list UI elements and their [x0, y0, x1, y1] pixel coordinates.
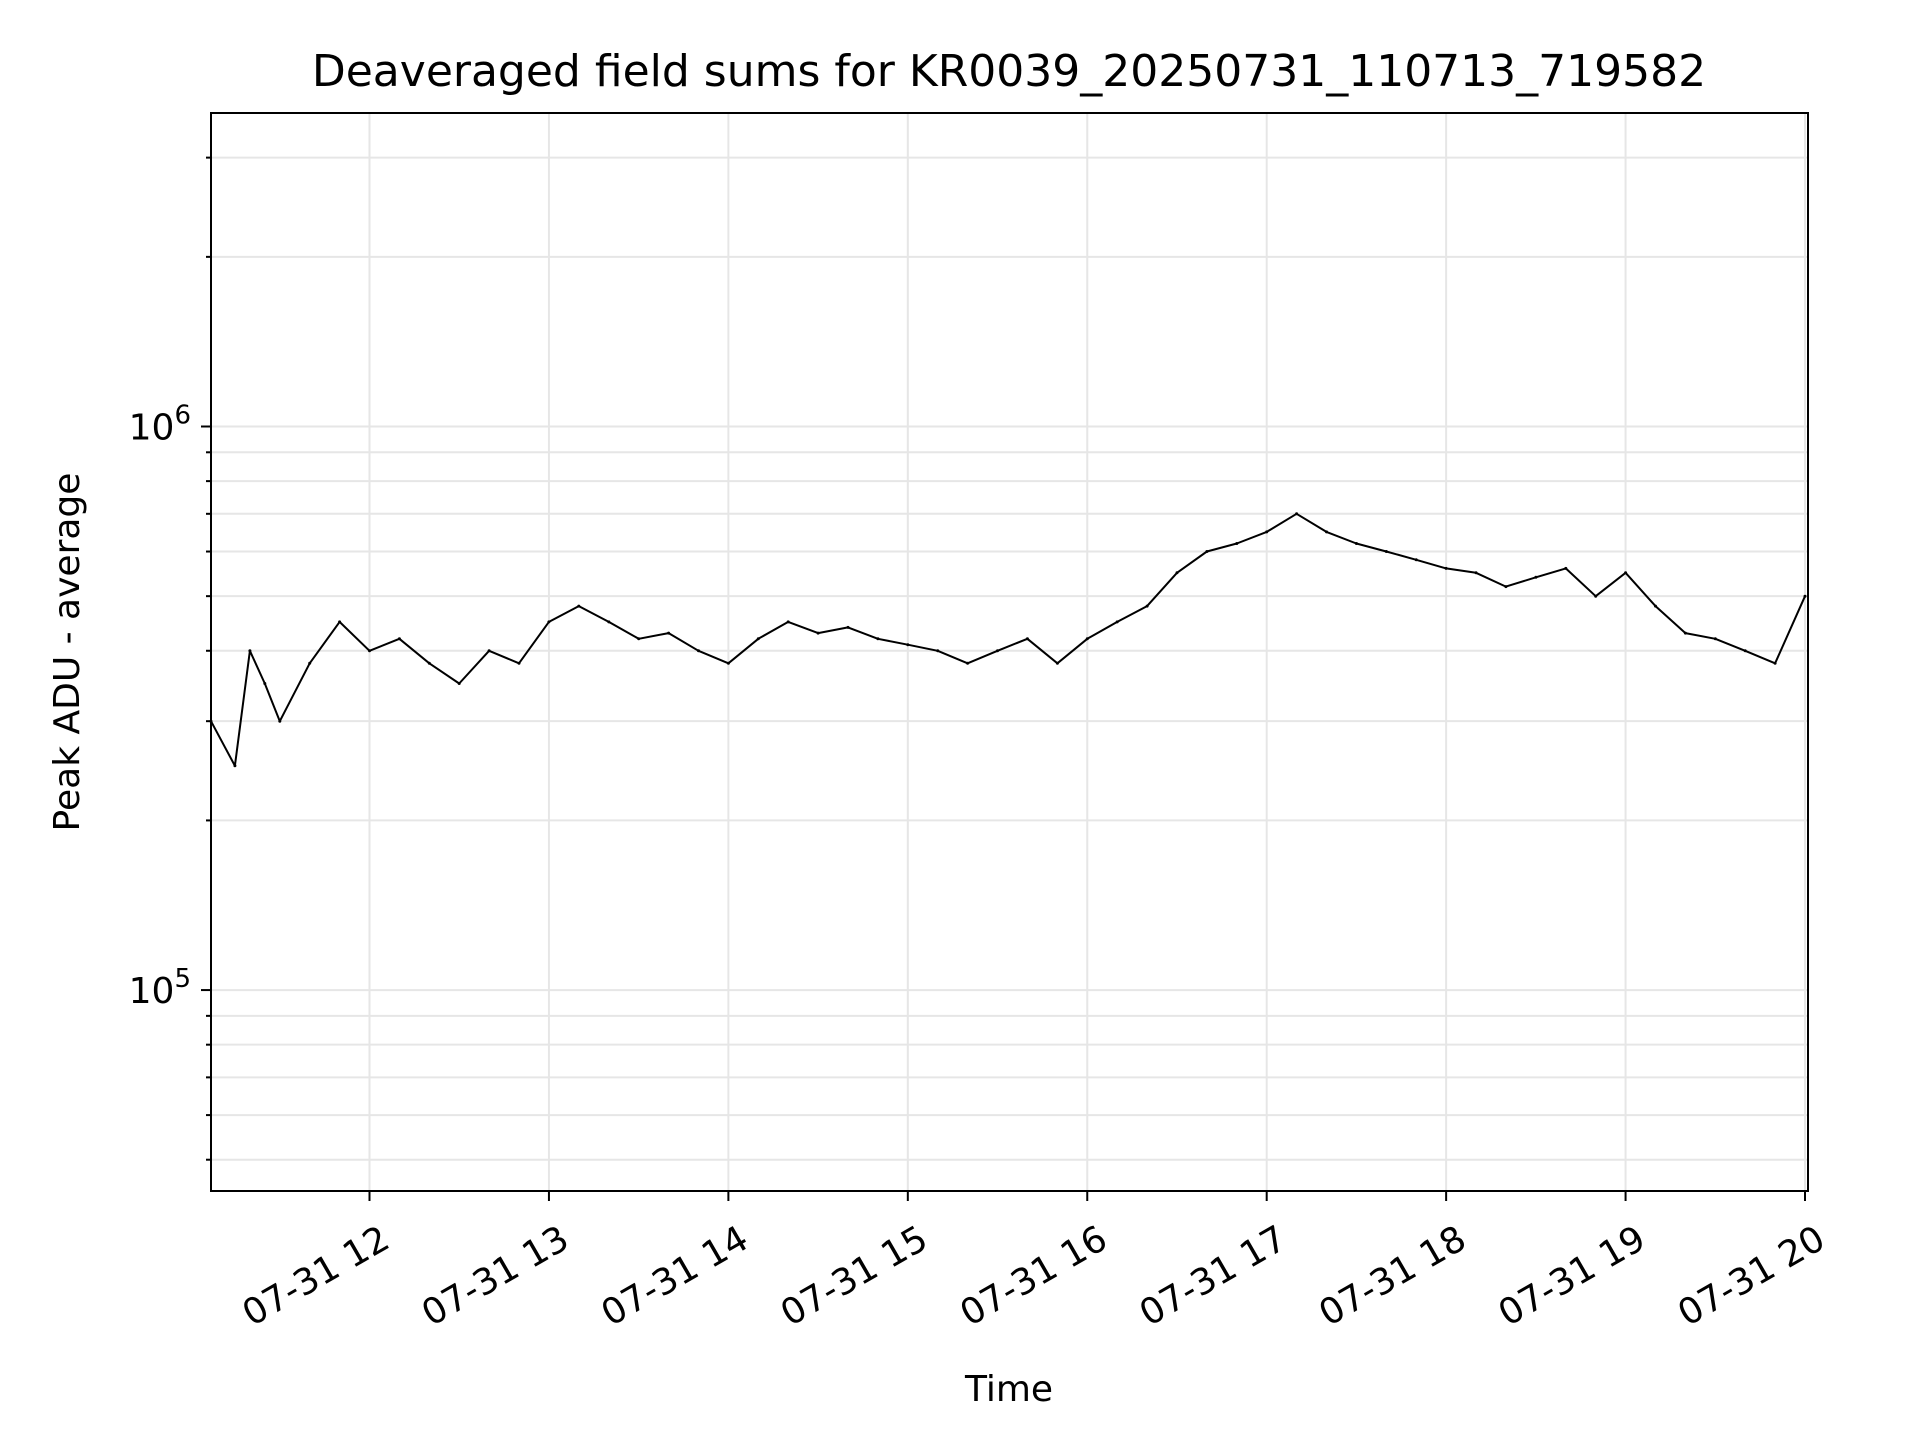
data-point — [1384, 550, 1388, 553]
data-point — [697, 649, 700, 653]
data-point — [233, 764, 237, 768]
data-point — [726, 661, 730, 665]
y-tick-label: 105 — [129, 964, 191, 1012]
data-point — [966, 661, 970, 665]
data-point — [1474, 571, 1478, 575]
data-point — [1295, 512, 1299, 516]
data-point — [278, 719, 282, 723]
data-point — [338, 620, 342, 624]
data-point — [936, 649, 940, 653]
y-tick-label: 106 — [129, 401, 191, 449]
y-axis: 105 106 — [129, 156, 211, 1161]
data-point — [308, 661, 312, 665]
data-point — [1205, 550, 1209, 553]
data-point — [1414, 558, 1418, 562]
data-point — [1085, 637, 1089, 641]
data-point — [1594, 594, 1598, 598]
series-line — [210, 512, 1806, 767]
plot-frame — [210, 112, 1809, 1192]
data-point — [1265, 530, 1269, 534]
data-point — [248, 649, 252, 653]
data-point — [427, 661, 431, 665]
data-point — [1683, 631, 1687, 635]
data-point — [1444, 566, 1448, 570]
data-point — [1504, 585, 1508, 589]
data-point — [667, 631, 671, 635]
data-point — [577, 604, 581, 608]
data-point — [786, 620, 790, 624]
data-point — [547, 620, 551, 624]
data-point — [1654, 604, 1657, 608]
series-group — [209, 512, 1807, 768]
data-point — [607, 620, 611, 624]
data-point — [1325, 530, 1328, 534]
data-point — [1803, 594, 1807, 598]
data-point — [1025, 637, 1029, 641]
data-point — [1235, 542, 1239, 545]
data-point — [1773, 661, 1777, 665]
data-point — [1175, 571, 1179, 575]
data-point — [487, 649, 491, 653]
data-point — [996, 649, 999, 653]
data-point — [457, 682, 461, 685]
y-axis-label: Peak ADU - average — [47, 473, 88, 832]
data-point — [1115, 620, 1119, 624]
data-point — [637, 637, 641, 641]
x-axis-label: Time — [964, 1369, 1053, 1410]
data-point — [263, 682, 267, 685]
data-point — [1534, 575, 1538, 579]
data-point — [756, 637, 760, 641]
data-point — [1055, 661, 1059, 665]
grid — [211, 113, 1808, 1191]
data-point — [846, 625, 850, 629]
data-point — [368, 649, 371, 653]
chart-title: Deaveraged field sums for KR0039_2025073… — [312, 46, 1706, 97]
data-point — [816, 631, 820, 635]
data-point — [1145, 604, 1149, 608]
data-point — [1624, 571, 1628, 575]
data-point — [876, 637, 880, 641]
data-point — [1713, 637, 1717, 641]
data-point — [1564, 566, 1568, 570]
data-point — [906, 643, 910, 647]
data-point — [517, 661, 521, 665]
data-point — [397, 637, 401, 641]
data-point — [1354, 542, 1358, 545]
data-point — [1743, 649, 1747, 653]
